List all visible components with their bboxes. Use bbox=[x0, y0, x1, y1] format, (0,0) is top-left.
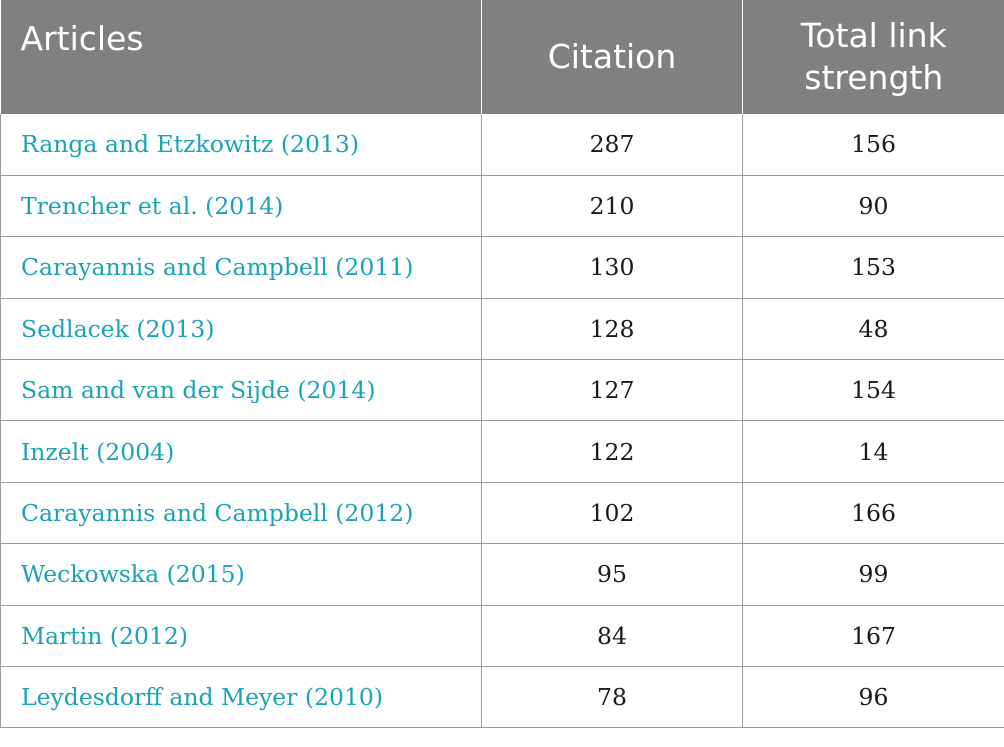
total-link-strength-value: 153 bbox=[742, 236, 1004, 299]
citation-value: 127 bbox=[481, 359, 743, 422]
total-link-strength-value: 96 bbox=[742, 666, 1004, 729]
total-link-strength-value: 14 bbox=[742, 420, 1004, 483]
citation-value: 130 bbox=[481, 236, 743, 299]
total-link-strength-value: 166 bbox=[742, 482, 1004, 545]
article-link[interactable]: Sam and van der Sijde (2014) bbox=[0, 359, 482, 422]
article-link[interactable]: Martin (2012) bbox=[0, 605, 482, 668]
table-row: Ranga and Etzkowitz (2013) 287 156 bbox=[0, 114, 1004, 176]
total-link-strength-value: 99 bbox=[742, 543, 1004, 606]
header-citation: Citation bbox=[481, 0, 743, 114]
header-articles: Articles bbox=[0, 0, 482, 114]
header-total-link-strength: Total link strength bbox=[800, 16, 947, 97]
citation-value: 95 bbox=[481, 543, 743, 606]
article-link[interactable]: Carayannis and Campbell (2012) bbox=[0, 482, 482, 545]
table-row: Sam and van der Sijde (2014) 127 154 bbox=[0, 359, 1004, 422]
citation-value: 287 bbox=[481, 114, 743, 176]
table-row: Carayannis and Campbell (2011) 130 153 bbox=[0, 236, 1004, 299]
article-link[interactable]: Trencher et al. (2014) bbox=[0, 175, 482, 238]
article-link[interactable]: Weckowska (2015) bbox=[0, 543, 482, 606]
table-row: Weckowska (2015) 95 99 bbox=[0, 543, 1004, 606]
total-link-strength-value: 48 bbox=[742, 298, 1004, 361]
article-link[interactable]: Ranga and Etzkowitz (2013) bbox=[0, 114, 482, 176]
table-row: Trencher et al. (2014) 210 90 bbox=[0, 175, 1004, 238]
table-row: Leydesdorff and Meyer (2010) 78 96 bbox=[0, 666, 1004, 729]
table-header-row: Articles Citation Total link strength bbox=[0, 0, 1004, 114]
table-row: Martin (2012) 84 167 bbox=[0, 605, 1004, 668]
total-link-strength-value: 167 bbox=[742, 605, 1004, 668]
citation-value: 78 bbox=[481, 666, 743, 729]
citation-value: 128 bbox=[481, 298, 743, 361]
article-link[interactable]: Sedlacek (2013) bbox=[0, 298, 482, 361]
citation-table: Articles Citation Total link strength Ra… bbox=[0, 0, 1004, 729]
citation-value: 102 bbox=[481, 482, 743, 545]
table-row: Inzelt (2004) 122 14 bbox=[0, 420, 1004, 483]
table-row: Sedlacek (2013) 128 48 bbox=[0, 298, 1004, 361]
citation-value: 122 bbox=[481, 420, 743, 483]
total-link-strength-value: 154 bbox=[742, 359, 1004, 422]
citation-value: 84 bbox=[481, 605, 743, 668]
article-link[interactable]: Carayannis and Campbell (2011) bbox=[0, 236, 482, 299]
total-link-strength-value: 90 bbox=[742, 175, 1004, 238]
article-link[interactable]: Inzelt (2004) bbox=[0, 420, 482, 483]
citation-value: 210 bbox=[481, 175, 743, 238]
article-link[interactable]: Leydesdorff and Meyer (2010) bbox=[0, 666, 482, 729]
table-row: Carayannis and Campbell (2012) 102 166 bbox=[0, 482, 1004, 545]
total-link-strength-value: 156 bbox=[742, 114, 1004, 176]
